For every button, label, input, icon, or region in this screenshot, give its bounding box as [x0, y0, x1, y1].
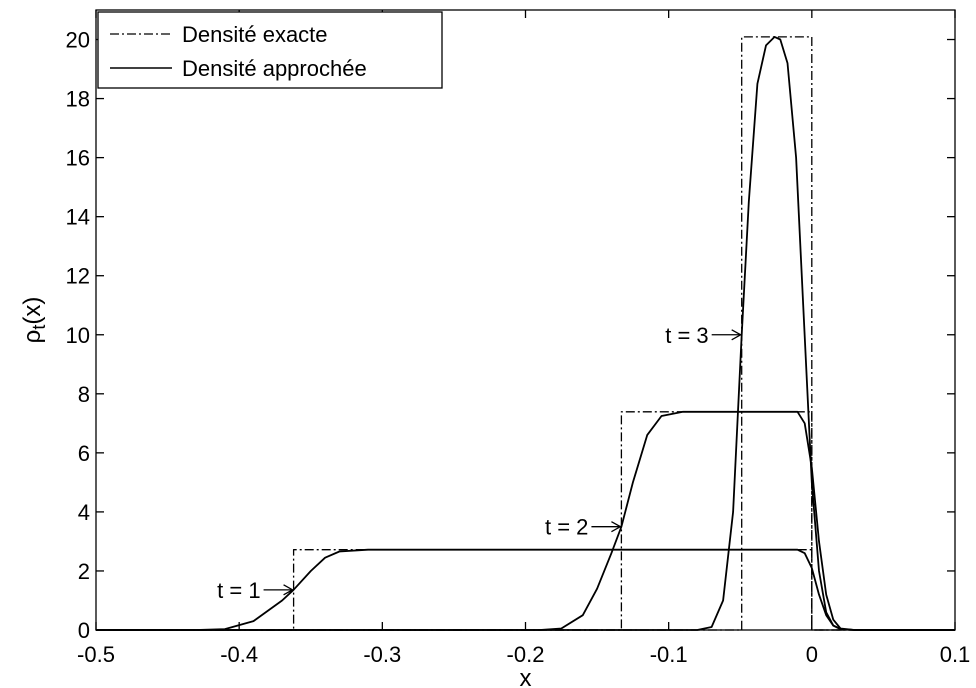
- legend: Densité exacte Densité approchée: [97, 11, 443, 89]
- x-tick-label: 0: [806, 642, 818, 667]
- y-tick-label: 6: [78, 441, 90, 466]
- y-tick-label: 14: [66, 205, 90, 230]
- x-axis-label: x: [520, 665, 532, 688]
- plot-frame: [95, 9, 956, 631]
- y-tick-label: 0: [78, 618, 90, 643]
- x-tick-label: -0.3: [363, 642, 401, 667]
- annotation-arrow-head: [283, 584, 294, 596]
- x-tick-label: -0.2: [507, 642, 545, 667]
- exact-density-line-t3: [96, 36, 955, 631]
- y-axis-label-subscript: t: [29, 325, 49, 330]
- annotation-label-t3: t = 3: [665, 323, 708, 348]
- y-tick-label: 18: [66, 87, 90, 112]
- y-axis-label-symbol: ρ: [19, 330, 46, 344]
- annotation-arrow-head: [731, 329, 743, 341]
- approx-density-line-t2: [96, 410, 955, 631]
- y-tick-label: 2: [78, 559, 90, 584]
- x-tick-label: -0.1: [650, 642, 688, 667]
- y-tick-label: 16: [66, 146, 90, 171]
- x-axis: -0.5 -0.4 -0.3 -0.2 -0.1 0 0.1: [77, 10, 970, 667]
- y-tick-label: 10: [66, 323, 90, 348]
- x-tick-label: -0.5: [77, 642, 115, 667]
- annotation-arrow-head: [611, 521, 622, 533]
- x-tick-label: 0.1: [940, 642, 971, 667]
- x-tick-label: -0.4: [220, 642, 258, 667]
- annotation-label-t2: t = 2: [545, 515, 588, 540]
- y-tick-label: 4: [78, 500, 90, 525]
- legend-label-approx: Densité approchée: [182, 56, 367, 81]
- y-tick-label: 20: [66, 28, 90, 53]
- y-tick-label: 8: [78, 382, 90, 407]
- approx-density-line-t3: [96, 36, 955, 631]
- annotation-label-t1: t = 1: [217, 578, 260, 603]
- y-tick-label: 12: [66, 264, 90, 289]
- legend-label-exact: Densité exacte: [182, 22, 328, 47]
- y-axis-label-tail: (x): [19, 297, 46, 325]
- y-axis-label: ρt(x): [19, 297, 49, 344]
- series-layer: [96, 36, 955, 631]
- y-axis: 0 2 4 6 8 10 12 14 16 18 20: [66, 28, 955, 643]
- legend-box: [97, 11, 443, 89]
- annotations: t = 1 t = 2 t = 3: [217, 323, 743, 603]
